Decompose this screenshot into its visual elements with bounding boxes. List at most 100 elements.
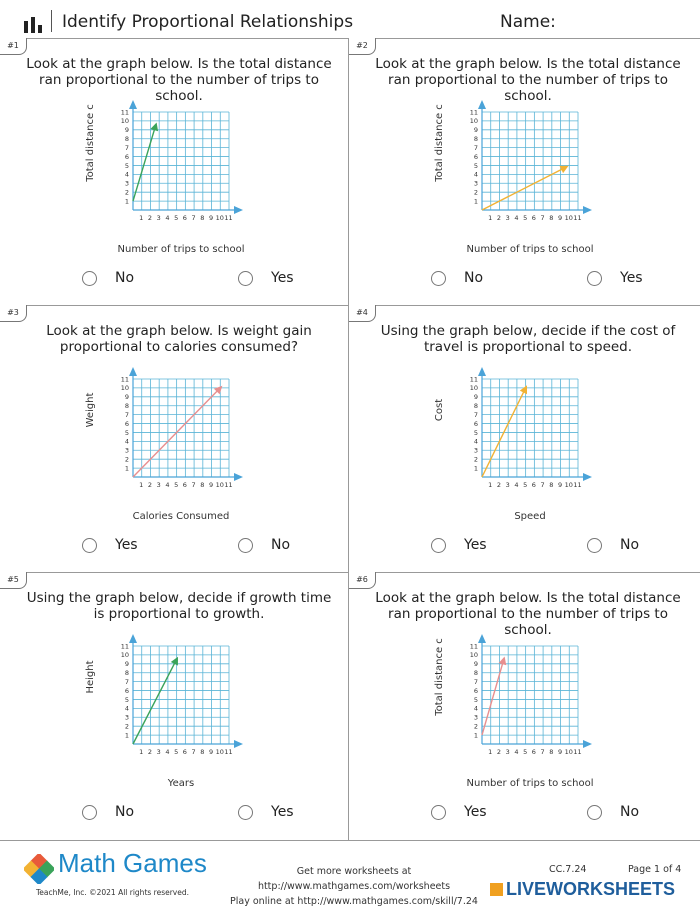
radio-circle-icon[interactable]: [82, 271, 97, 286]
x-tick-label: 6: [532, 748, 536, 756]
x-tick-label: 2: [148, 214, 152, 222]
x-tick-label: 5: [174, 748, 178, 756]
question-text: Using the graph below, decide if growth …: [26, 590, 332, 622]
y-tick-label: 11: [121, 642, 129, 650]
y-tick-label: 5: [474, 696, 478, 704]
x-axis-arrow-icon: [234, 206, 243, 214]
y-axis-label: Weight: [85, 393, 96, 428]
x-tick-label: 11: [573, 748, 581, 756]
x-tick-label: 2: [148, 748, 152, 756]
radio-circle-icon[interactable]: [431, 271, 446, 286]
x-tick-label: 9: [558, 748, 562, 756]
option-label: No: [271, 537, 291, 553]
data-line: [481, 387, 527, 478]
question-text: Look at the graph below. Is weight gain …: [46, 323, 312, 355]
x-tick-label: 6: [183, 748, 187, 756]
y-tick-label: 5: [474, 162, 478, 170]
x-tick-label: 4: [165, 481, 169, 489]
y-tick-label: 7: [474, 144, 478, 152]
y-tick-label: 4: [474, 705, 478, 713]
y-axis-arrow-icon: [129, 367, 137, 376]
option-label: Yes: [464, 537, 487, 553]
standard-code: CC.7.24: [549, 864, 587, 875]
y-tick-label: 8: [125, 402, 129, 410]
x-tick-label: 6: [183, 214, 187, 222]
x-tick-label: 8: [200, 748, 204, 756]
problem-2: #2 Look at the graph below. Is the total …: [349, 38, 697, 305]
x-axis-arrow-icon: [234, 740, 243, 748]
line-arrowhead-icon: [559, 165, 569, 174]
y-tick-label: 2: [125, 722, 129, 730]
x-tick-label: 6: [532, 214, 536, 222]
x-tick-label: 10: [565, 748, 573, 756]
radio-circle-icon[interactable]: [238, 538, 253, 553]
x-tick-label: 11: [224, 481, 232, 489]
option-label: No: [115, 270, 135, 286]
x-tick-label: 11: [224, 214, 232, 222]
radio-circle-icon[interactable]: [431, 805, 446, 820]
y-tick-label: 6: [474, 687, 478, 695]
x-tick-label: 8: [549, 481, 553, 489]
x-tick-label: 6: [183, 481, 187, 489]
worksheets-link[interactable]: Get more worksheets at http://www.mathga…: [257, 866, 451, 892]
problem-number-badge: #5: [0, 572, 27, 589]
problem-5: #5 Using the graph below, decide if growt…: [0, 572, 348, 839]
y-tick-label: 11: [470, 108, 478, 116]
y-tick-label: 9: [474, 660, 478, 668]
question-text: Using the graph below, decide if the cos…: [380, 323, 676, 355]
data-line: [132, 125, 157, 202]
y-tick-label: 6: [474, 420, 478, 428]
x-tick-label: 5: [523, 481, 527, 489]
page-number: Page 1 of 4: [628, 864, 682, 875]
x-tick-label: 7: [192, 748, 196, 756]
x-tick-label: 7: [192, 214, 196, 222]
liveworksheets-icon: [490, 883, 503, 896]
x-tick-label: 1: [139, 748, 143, 756]
y-tick-label: 3: [125, 447, 129, 455]
x-tick-label: 2: [148, 481, 152, 489]
x-tick-label: 1: [488, 748, 492, 756]
y-tick-label: 9: [474, 126, 478, 134]
x-tick-label: 4: [514, 748, 518, 756]
radio-circle-icon[interactable]: [238, 805, 253, 820]
play-online-link[interactable]: Play online at http://www.mathgames.com/…: [230, 896, 478, 907]
radio-circle-icon[interactable]: [587, 805, 602, 820]
problem-3: #3 Look at the graph below. Is weight gai…: [0, 305, 348, 572]
y-tick-label: 1: [474, 197, 478, 205]
data-line: [132, 387, 221, 478]
x-tick-label: 3: [157, 214, 161, 222]
y-tick-label: 4: [125, 438, 129, 446]
y-tick-label: 5: [125, 162, 129, 170]
x-tick-label: 1: [139, 481, 143, 489]
radio-circle-icon[interactable]: [82, 538, 97, 553]
x-axis-label: Number of trips to school: [467, 244, 594, 255]
y-axis-label: Total distance c: [434, 104, 445, 183]
y-axis-arrow-icon: [478, 367, 486, 376]
radio-circle-icon[interactable]: [431, 538, 446, 553]
y-tick-label: 1: [125, 197, 129, 205]
y-tick-label: 7: [125, 144, 129, 152]
data-line: [132, 659, 178, 745]
y-tick-label: 2: [125, 188, 129, 196]
radio-circle-icon[interactable]: [587, 538, 602, 553]
y-tick-label: 9: [125, 660, 129, 668]
option-label: Yes: [271, 270, 294, 286]
x-tick-label: 7: [192, 481, 196, 489]
x-tick-label: 11: [573, 481, 581, 489]
x-tick-label: 5: [523, 748, 527, 756]
problem-1: #1 Look at the graph below. Is the total …: [0, 38, 348, 305]
option-label: Yes: [271, 804, 294, 820]
radio-circle-icon[interactable]: [587, 271, 602, 286]
radio-circle-icon[interactable]: [82, 805, 97, 820]
radio-circle-icon[interactable]: [238, 271, 253, 286]
y-tick-label: 3: [125, 714, 129, 722]
y-tick-label: 7: [474, 411, 478, 419]
y-tick-label: 4: [125, 705, 129, 713]
y-axis-label: Height: [85, 660, 96, 693]
y-tick-label: 5: [125, 696, 129, 704]
x-tick-label: 4: [165, 748, 169, 756]
x-tick-label: 2: [497, 214, 501, 222]
page-header: Identify Proportional Relationships Name…: [0, 0, 700, 40]
